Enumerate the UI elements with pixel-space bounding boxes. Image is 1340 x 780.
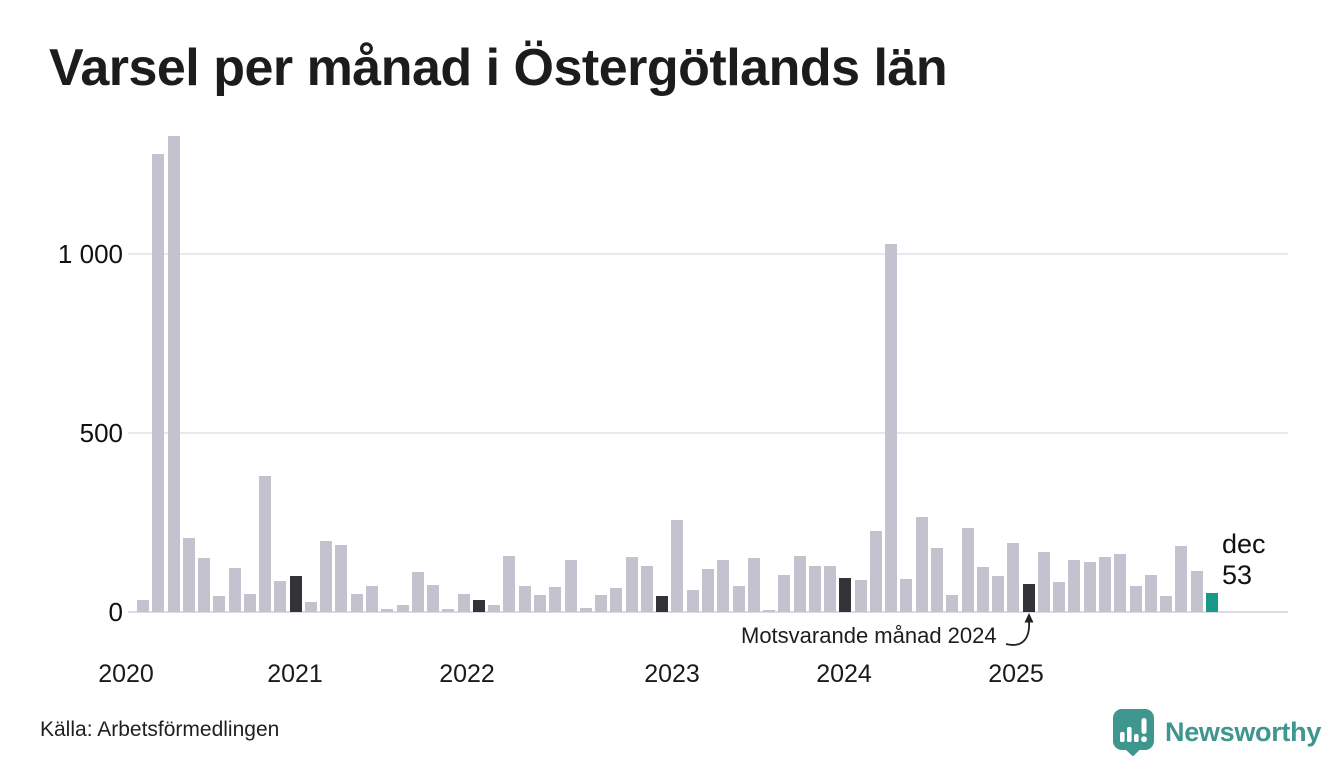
bar-2022-04 (533, 595, 546, 612)
bar-2024-06 (931, 547, 943, 612)
bar-2021-05 (366, 585, 379, 612)
bar-2025-06 (1114, 554, 1127, 612)
bar-2023-05 (732, 585, 745, 612)
bar-2021-04 (350, 594, 363, 612)
bar-2021-03 (335, 545, 348, 612)
bar-2025-10 (1175, 545, 1188, 612)
bar-2021-10 (442, 609, 455, 612)
gridline-500 (128, 432, 1288, 435)
y-tick-0: 0 (108, 597, 123, 627)
plot-area (128, 120, 1288, 613)
bar-2023-12 (839, 578, 852, 612)
annotation-arrow-icon (1005, 613, 1034, 646)
bar-2021-09 (427, 584, 440, 612)
bar-2020-03 (152, 154, 165, 612)
x-tick-2021: 2021 (267, 660, 323, 688)
bar-2024-08 (961, 527, 974, 612)
bar-2022-12 (656, 595, 669, 612)
gridline-1000 (128, 253, 1288, 256)
bar-2022-10 (625, 557, 638, 612)
bar-2020-07 (213, 595, 226, 612)
bar-2020-02 (136, 600, 149, 612)
bar-2023-03 (701, 569, 714, 612)
bar-2024-02 (869, 530, 882, 612)
bar-2023-04 (717, 559, 730, 612)
bar-2025-09 (1160, 595, 1173, 612)
bar-2024-07 (946, 594, 959, 612)
x-tick-2020: 2020 (98, 660, 154, 688)
x-tick-2025: 2025 (988, 660, 1044, 688)
bar-2022-08 (595, 595, 608, 612)
y-tick-500: 500 (79, 418, 123, 449)
bar-2022-06 (564, 559, 577, 612)
bar-2021-11 (457, 594, 470, 612)
newsworthy-logo: Newsworthy (1112, 708, 1321, 756)
bar-2023-06 (747, 557, 760, 612)
bar-2024-09 (976, 567, 989, 612)
latest-month-label: dec (1222, 529, 1266, 559)
bar-2020-04 (167, 136, 180, 612)
latest-value-label: dec 53 (1222, 529, 1266, 591)
bar-2023-09 (793, 555, 806, 612)
bar-2024-11 (1007, 542, 1020, 612)
bar-2023-07 (763, 609, 776, 612)
x-tick-2023: 2023 (644, 660, 700, 688)
bar-2022-03 (518, 585, 531, 612)
bar-2023-01 (671, 519, 684, 612)
bar-2021-08 (411, 572, 424, 612)
bar-2021-06 (381, 609, 394, 612)
bar-2021-01 (304, 601, 317, 612)
bar-2020-12 (289, 575, 302, 612)
bar-2022-05 (549, 587, 562, 612)
x-axis-line (128, 611, 1288, 613)
bar-2025-05 (1098, 556, 1111, 612)
bar-2022-09 (610, 588, 623, 612)
bar-2023-08 (778, 574, 791, 612)
x-axis: 2020 2021 2022 2023 2024 2025 (0, 660, 1340, 696)
bar-2023-10 (808, 566, 821, 612)
bar-2024-03 (885, 243, 898, 612)
newsworthy-wordmark: Newsworthy (1165, 716, 1322, 747)
bar-2025-03 (1068, 559, 1081, 612)
y-axis: 0 500 1 000 (30, 120, 123, 627)
source-label: Källa: Arbetsförmedlingen (40, 718, 280, 741)
bar-2021-07 (396, 604, 409, 612)
bar-2022-02 (503, 556, 516, 612)
bar-2024-04 (900, 578, 913, 612)
bar-2024-10 (992, 576, 1005, 612)
bar-2021-02 (320, 540, 333, 612)
bar-2022-07 (579, 607, 592, 612)
bar-2024-01 (854, 579, 867, 612)
bar-2025-07 (1129, 586, 1142, 612)
bar-2022-01 (488, 604, 501, 612)
bar-2024-05 (915, 517, 928, 612)
chart-title: Varsel per månad i Östergötlands län (49, 39, 948, 97)
bar-2023-02 (686, 589, 699, 612)
bar-2020-06 (198, 557, 211, 612)
bar-2025-01 (1037, 551, 1050, 612)
bar-2020-11 (274, 580, 287, 612)
y-tick-1000: 1 000 (57, 239, 123, 270)
x-tick-2024: 2024 (816, 660, 872, 688)
bar-2025-02 (1053, 582, 1066, 612)
bar-2020-09 (243, 594, 256, 612)
newsworthy-speech-bubble-icon (1113, 709, 1154, 756)
bar-2025-12 (1205, 593, 1218, 612)
bar-2022-11 (640, 565, 653, 612)
bar-2025-08 (1144, 575, 1157, 612)
latest-value: 53 (1222, 560, 1253, 590)
x-tick-2022: 2022 (439, 660, 495, 688)
bar-2020-08 (228, 567, 241, 612)
bar-2020-05 (182, 538, 195, 612)
bar-2024-12 (1022, 584, 1035, 612)
bar-2021-12 (472, 600, 485, 612)
bar-2023-11 (824, 565, 837, 612)
bar-2025-11 (1190, 571, 1203, 612)
annotation-text: Motsvarande månad 2024 (741, 623, 997, 648)
bar-2020-10 (259, 476, 272, 612)
bar-2025-04 (1083, 561, 1096, 612)
